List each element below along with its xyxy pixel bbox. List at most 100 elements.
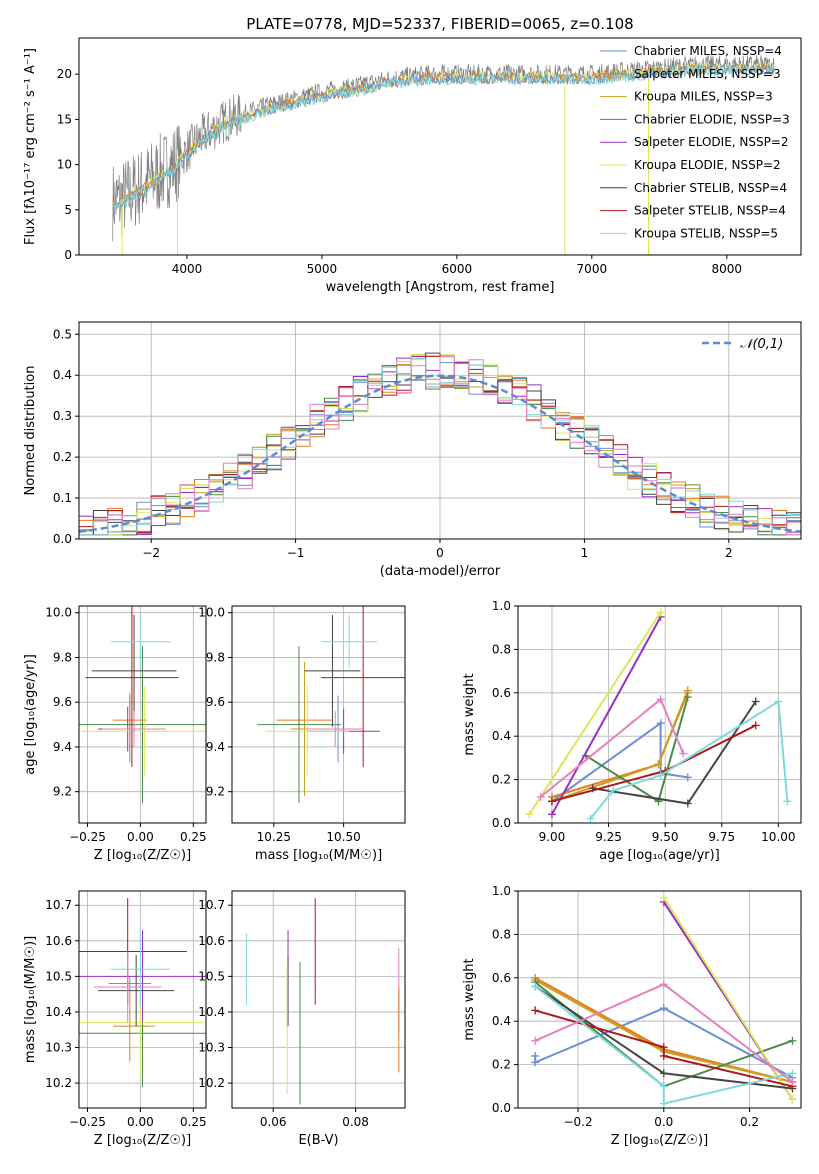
x-tick-label: 0 — [436, 546, 444, 560]
x-axis-label: mass [log₁₀(M/M☉)] — [255, 848, 382, 863]
y-tick-label: 10.0 — [45, 606, 72, 620]
axes-frame — [231, 605, 406, 824]
y-tick-label: 0.6 — [492, 686, 511, 700]
x-tick-label: 9.00 — [539, 830, 566, 844]
y-tick-label: 9.6 — [53, 695, 72, 709]
y-tick-label: 15 — [57, 112, 72, 126]
y-tick-label: 0.0 — [492, 1101, 511, 1115]
weight-marker — [683, 799, 692, 808]
y-tick-label: 10.3 — [45, 1041, 72, 1055]
legend-entry: Salpeter STELIB, NSSP=4 — [634, 204, 786, 218]
y-tick-label: 1.0 — [492, 884, 511, 898]
y-tick-label: 0.5 — [53, 327, 72, 341]
weight-marker — [531, 1036, 540, 1045]
y-axis-label: mass [log₁₀(M/M☉)] — [23, 936, 38, 1063]
y-axis-label: Flux [fλ10⁻¹⁷ erg cm⁻² s⁻¹ A⁻¹] — [23, 48, 38, 245]
weight-marker — [683, 693, 692, 702]
axes-frame — [517, 605, 802, 824]
axes-mass_vs_Z: −0.25 0.00 0.25 10.2 10.3 10.4 10.5 10.6 10.7 Z [… — [23, 890, 207, 1148]
y-tick-label: 0.6 — [492, 971, 511, 985]
y-tick-label: 5 — [64, 203, 72, 217]
plot-area — [257, 606, 405, 803]
x-tick-label: 0.25 — [180, 1115, 207, 1129]
weight-marker — [659, 1043, 668, 1052]
weight-marker — [659, 1082, 668, 1091]
x-tick-label: 10.00 — [761, 830, 795, 844]
gaussian-curve — [79, 374, 801, 534]
x-tick-label: 8000 — [712, 262, 743, 276]
axes-age_vs_mass: 10.25 10.50 9.2 9.4 9.6 9.8 10.0 mass [log₁₀(M/… — [198, 605, 406, 863]
plot-area — [525, 608, 792, 823]
weight-marker — [788, 1095, 797, 1104]
axes-frame — [78, 605, 207, 824]
weight-marker — [656, 695, 665, 704]
x-tick-label: 0.00 — [127, 1115, 154, 1129]
x-tick-label: 0.2 — [740, 1115, 759, 1129]
figure-title: PLATE=0778, MJD=52337, FIBERID=0065, z=0… — [246, 15, 633, 33]
x-tick-label: −0.25 — [69, 830, 106, 844]
spectrum-model — [112, 63, 775, 209]
y-tick-label: 0.4 — [492, 729, 511, 743]
weight-marker — [659, 980, 668, 989]
x-axis-label: Z [log₁₀(Z/Z☉)] — [611, 1133, 708, 1148]
weight-marker — [656, 608, 665, 617]
y-tick-label: 9.6 — [206, 695, 225, 709]
y-tick-label: 0.8 — [492, 927, 511, 941]
x-tick-label: 9.75 — [708, 830, 735, 844]
y-tick-label: 10.7 — [198, 898, 225, 912]
y-tick-label: 10.7 — [45, 898, 72, 912]
y-axis-label: Normed distribution — [23, 366, 38, 496]
axes-frame — [78, 890, 207, 1109]
y-tick-label: 0.3 — [53, 409, 72, 423]
x-tick-label: 9.50 — [652, 830, 679, 844]
y-tick-label: 10.3 — [198, 1041, 225, 1055]
x-tick-label: 7000 — [577, 262, 608, 276]
y-tick-label: 0 — [64, 248, 72, 262]
weight-marker — [547, 810, 556, 819]
plot-area — [79, 898, 206, 1087]
weight-line — [534, 1009, 793, 1088]
weight-marker — [788, 1069, 797, 1078]
y-tick-label: 0.2 — [53, 450, 72, 464]
weight-marker — [547, 797, 556, 806]
axes-frame — [231, 890, 406, 1109]
x-tick-label: −2 — [142, 546, 160, 560]
x-tick-label: 0.0 — [654, 1115, 673, 1129]
spectrum-model — [112, 65, 775, 211]
x-tick-label: 0.25 — [180, 830, 207, 844]
y-tick-label: 10.4 — [45, 1005, 72, 1019]
y-tick-label: 10.0 — [198, 606, 225, 620]
y-axis-label: mass weight — [462, 958, 477, 1040]
weight-marker — [751, 721, 760, 730]
y-tick-label: 9.8 — [206, 650, 225, 664]
y-tick-label: 0.4 — [53, 368, 72, 382]
y-axis-label: mass weight — [462, 673, 477, 755]
weight-marker — [788, 1077, 797, 1086]
y-tick-label: 10.5 — [45, 969, 72, 983]
plot-area — [79, 606, 206, 803]
y-tick-label: 0.4 — [492, 1014, 511, 1028]
y-tick-label: 0.0 — [53, 532, 72, 546]
legend-entry: Chabrier MILES, NSSP=4 — [634, 44, 782, 58]
legend-entry: 𝒩(0,1) — [740, 337, 783, 352]
weight-marker — [659, 1099, 668, 1108]
weight-marker — [788, 1036, 797, 1045]
legend-entry: Chabrier STELIB, NSSP=4 — [634, 181, 787, 195]
x-axis-label: Z [log₁₀(Z/Z☉)] — [94, 1133, 191, 1148]
x-tick-label: 5000 — [307, 262, 338, 276]
y-tick-label: 0.1 — [53, 491, 72, 505]
axes-frame — [517, 890, 802, 1109]
weight-marker — [659, 1004, 668, 1013]
weight-marker — [536, 792, 545, 801]
y-tick-label: 10.6 — [198, 934, 225, 948]
y-tick-label: 1.0 — [492, 599, 511, 613]
weight-marker — [783, 797, 792, 806]
x-tick-label: −0.2 — [563, 1115, 592, 1129]
weight-marker — [531, 1006, 540, 1015]
y-tick-label: 20 — [57, 67, 72, 81]
y-tick-label: 10.2 — [198, 1076, 225, 1090]
x-tick-label: 10.25 — [257, 830, 291, 844]
legend-entry: Chabrier ELODIE, NSSP=3 — [634, 112, 790, 126]
weight-marker — [659, 893, 668, 902]
axes-frame — [78, 37, 802, 256]
